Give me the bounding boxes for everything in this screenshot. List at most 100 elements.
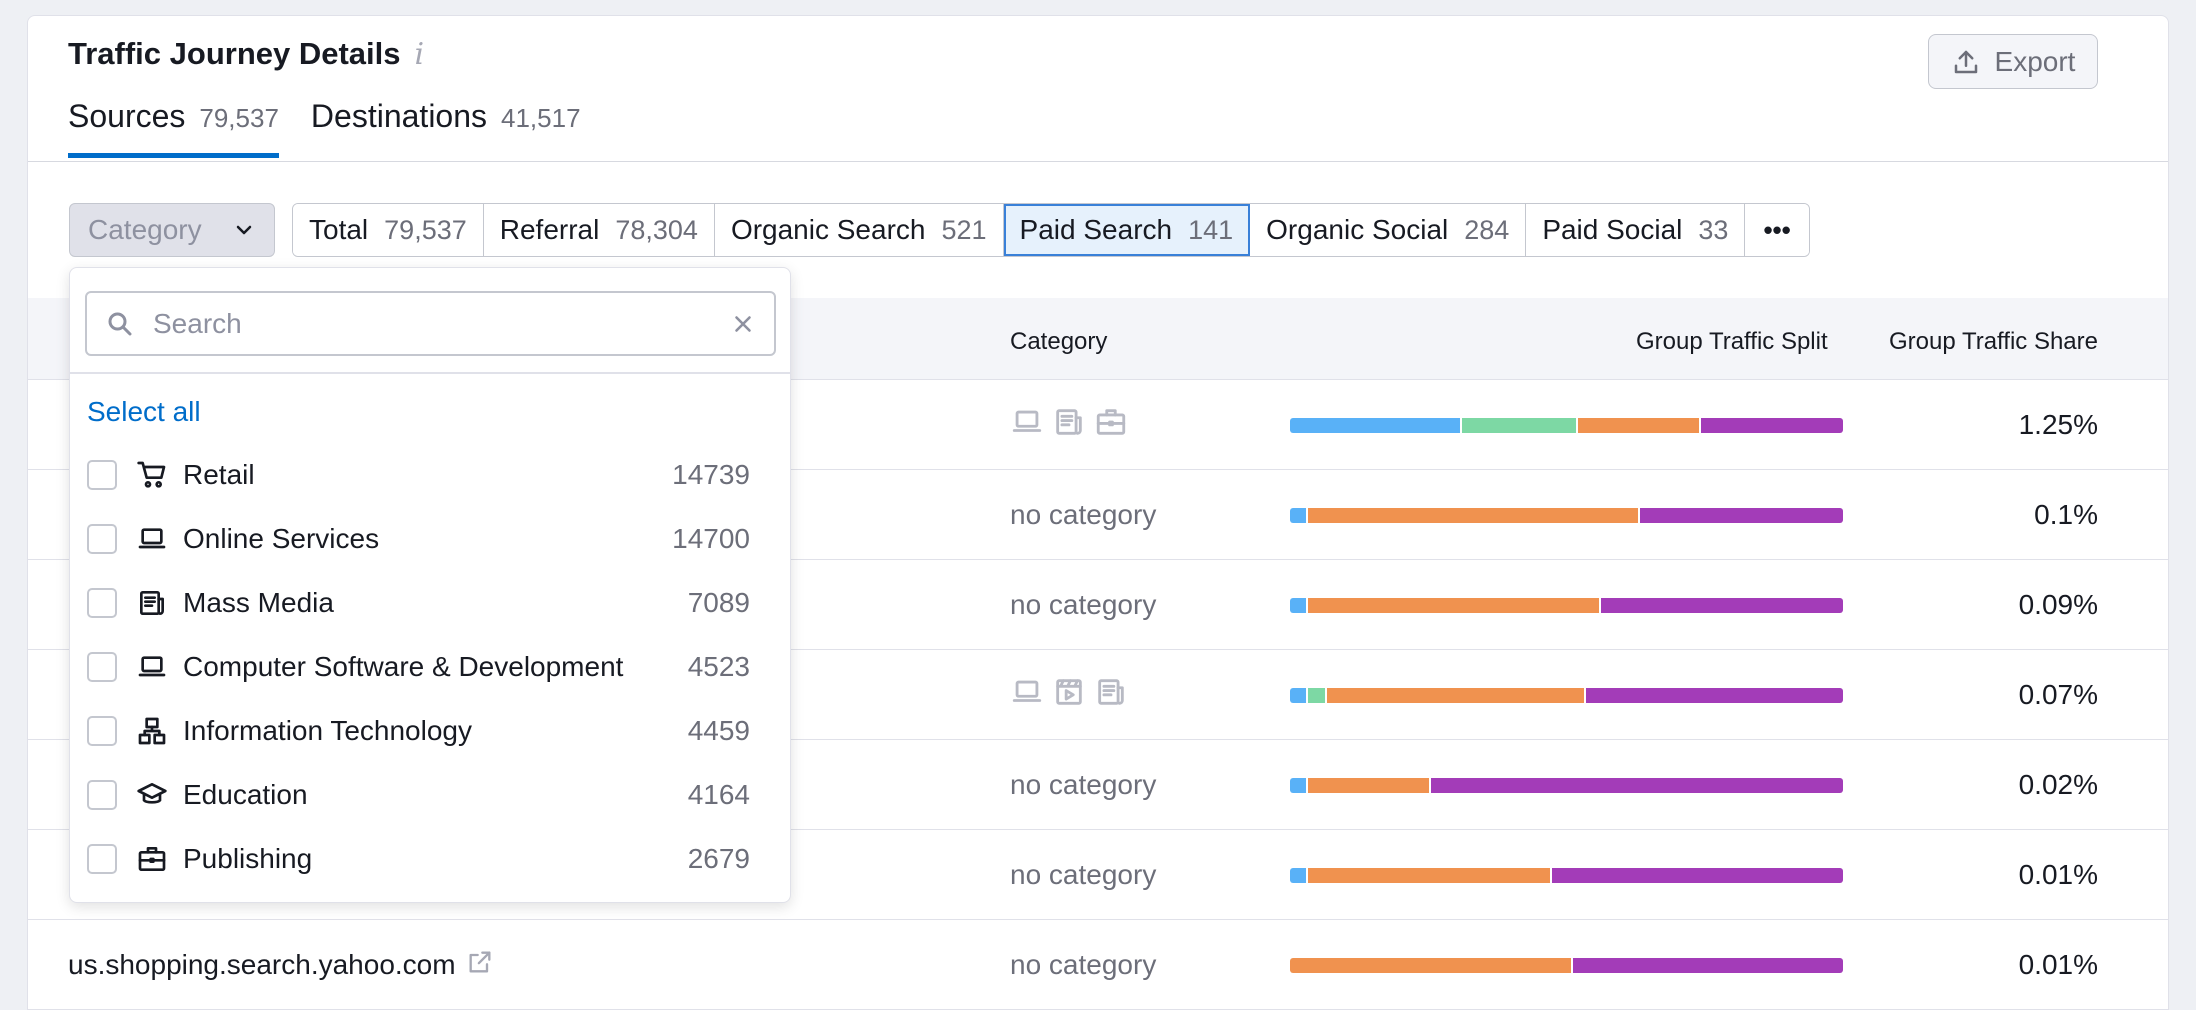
traffic-split-bar[interactable] xyxy=(1290,958,1843,973)
category-option[interactable]: Education 4164 xyxy=(87,773,750,817)
table-row: us.shopping.search.yahoo.com no category 0… xyxy=(28,920,2168,1010)
traffic-split-bar[interactable] xyxy=(1290,508,1843,523)
tab-count: 79,537 xyxy=(199,103,279,133)
tab-destinations[interactable]: Destinations 41,517 xyxy=(311,98,581,155)
split-segment xyxy=(1601,598,1843,613)
traffic-split-bar[interactable] xyxy=(1290,418,1843,433)
option-checkbox[interactable] xyxy=(87,716,117,746)
title-row: Traffic Journey Details i xyxy=(68,36,424,72)
tab-label: Sources xyxy=(68,98,186,134)
select-all-link[interactable]: Select all xyxy=(87,396,201,427)
split-segment xyxy=(1290,508,1307,523)
row-category: no category xyxy=(1010,560,1156,650)
dropdown-divider xyxy=(70,372,790,374)
category-option[interactable]: Publishing 2679 xyxy=(87,837,750,881)
tab-label: Destinations xyxy=(310,98,488,134)
briefcase-icon xyxy=(1094,405,1128,446)
option-checkbox[interactable] xyxy=(87,780,117,810)
traffic-split-bar[interactable] xyxy=(1290,688,1843,703)
split-segment xyxy=(1461,418,1577,433)
split-segment xyxy=(1308,508,1638,523)
export-button[interactable]: Export xyxy=(1928,34,2098,89)
tabs: Sources 79,537 Destinations 41,517 xyxy=(68,98,581,158)
option-checkbox[interactable] xyxy=(87,460,117,490)
split-segment xyxy=(1431,778,1843,793)
filter-label: Referral xyxy=(499,214,600,245)
category-search-input[interactable] xyxy=(153,307,730,340)
category-text: no category xyxy=(1010,949,1157,980)
split-segment xyxy=(1585,688,1843,703)
filter-count: 33 xyxy=(1698,214,1729,245)
row-domain[interactable]: us.shopping.search.yahoo.com xyxy=(68,920,494,1010)
option-count: 4459 xyxy=(687,715,750,746)
laptop-icon xyxy=(135,650,169,684)
external-link-icon[interactable] xyxy=(466,948,494,983)
traffic-split-bar[interactable] xyxy=(1290,598,1843,613)
option-checkbox[interactable] xyxy=(87,652,117,682)
newspaper-icon xyxy=(1094,675,1128,716)
upload-icon xyxy=(1954,50,1977,73)
filter-label: Paid Social xyxy=(1542,214,1683,245)
traffic-share: 0.09% xyxy=(2018,589,2098,620)
split-segment xyxy=(1639,508,1843,523)
option-checkbox[interactable] xyxy=(87,588,117,618)
traffic-type-filter: Total 79,537 Referral 78,304 Organic Searc… xyxy=(292,203,1810,257)
column-header-share[interactable]: Group Traffic Share xyxy=(1889,328,2098,355)
split-segment xyxy=(1290,958,1572,973)
filter-paid-search[interactable]: Paid Search 141 xyxy=(1003,204,1251,256)
option-label: Computer Software & Development xyxy=(183,651,624,682)
category-text: no category xyxy=(1010,769,1157,800)
filter-count: 141 xyxy=(1188,214,1234,245)
filter-organic-social[interactable]: Organic Social 284 xyxy=(1250,204,1527,256)
filter-paid-social[interactable]: Paid Social 33 xyxy=(1526,204,1746,256)
table-row: no category 0.02% xyxy=(28,740,2168,830)
row-category: no category xyxy=(1010,830,1156,920)
split-segment xyxy=(1308,688,1325,703)
traffic-split-bar[interactable] xyxy=(1290,778,1843,793)
close-icon[interactable] xyxy=(730,311,756,337)
category-dropdown-button[interactable]: Category xyxy=(69,203,275,257)
traffic-split-bar[interactable] xyxy=(1290,868,1843,883)
traffic-share: 0.02% xyxy=(2018,769,2098,800)
info-icon[interactable]: i xyxy=(414,36,425,72)
category-text: no category xyxy=(1010,859,1157,890)
more-icon: ••• xyxy=(1763,214,1791,245)
split-segment xyxy=(1552,868,1843,883)
split-segment xyxy=(1290,778,1307,793)
column-header-split[interactable]: Group Traffic Split xyxy=(1636,328,1828,355)
filter-referral[interactable]: Referral 78,304 xyxy=(483,204,715,256)
filter-organic-search[interactable]: Organic Search 521 xyxy=(714,204,1004,256)
tab-count: 41,517 xyxy=(501,103,581,133)
category-option[interactable]: Mass Media 7089 xyxy=(87,581,750,625)
option-count: 7089 xyxy=(687,587,750,618)
laptop-icon xyxy=(135,522,169,556)
filter-total[interactable]: Total 79,537 xyxy=(293,204,484,256)
split-segment xyxy=(1573,958,1843,973)
domain-text[interactable]: us.shopping.search.yahoo.com xyxy=(68,949,456,980)
split-segment xyxy=(1290,598,1307,613)
option-label: Online Services xyxy=(183,523,380,554)
filter-count: 78,304 xyxy=(615,214,698,245)
filter-count: 284 xyxy=(1464,214,1510,245)
row-category: no category xyxy=(1010,470,1156,560)
option-checkbox[interactable] xyxy=(87,524,117,554)
split-segment xyxy=(1326,688,1584,703)
split-segment xyxy=(1700,418,1843,433)
filter-label: Paid Search xyxy=(1019,214,1173,245)
option-checkbox[interactable] xyxy=(87,844,117,874)
laptop-icon xyxy=(1010,405,1044,446)
option-label: Information Technology xyxy=(183,715,472,746)
tab-sources[interactable]: Sources 79,537 xyxy=(68,98,279,158)
more-filters-button[interactable]: ••• xyxy=(1745,204,1809,256)
table-row: no category 0.01% xyxy=(28,830,2168,920)
column-header-category[interactable]: Category xyxy=(1010,328,1108,355)
traffic-share: 1.25% xyxy=(2018,409,2098,440)
filter-label: Organic Search xyxy=(730,214,926,245)
category-option[interactable]: Information Technology 4459 xyxy=(87,709,750,753)
table-row: no category 0.09% xyxy=(28,560,2168,650)
category-option[interactable]: Online Services 14700 xyxy=(87,517,750,561)
category-search-box[interactable] xyxy=(85,291,776,356)
category-option[interactable]: Retail 14739 xyxy=(87,453,750,497)
split-segment xyxy=(1290,868,1307,883)
category-option[interactable]: Computer Software & Development 4523 xyxy=(87,645,750,689)
